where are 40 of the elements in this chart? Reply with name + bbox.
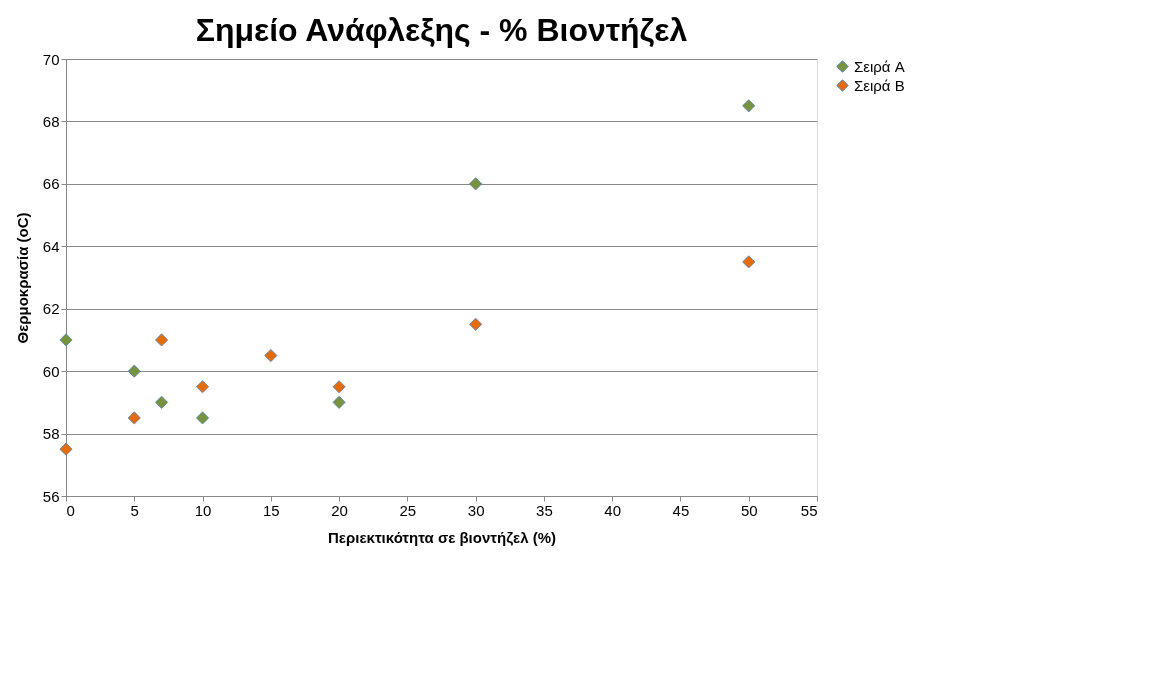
x-tick-label: 0: [66, 501, 75, 519]
y-tick-label: 58: [42, 425, 60, 443]
point: [127, 364, 141, 378]
point: [332, 395, 346, 409]
chart-title: Σημείο Ανάφλεξης - % Βιοντήζελ: [195, 12, 688, 48]
x-tick-label: 55: [800, 501, 818, 519]
x-tick-label: 50: [740, 501, 758, 519]
point: [196, 411, 210, 425]
x-tick-label: 10: [194, 501, 212, 519]
y-tick-label: 64: [42, 237, 60, 255]
x-tick-label: 35: [536, 501, 553, 519]
point: [742, 99, 756, 113]
x-tick-label: 20: [331, 501, 348, 519]
point: [155, 395, 169, 409]
point: [264, 349, 278, 363]
x-tick-label: 45: [672, 501, 690, 519]
y-tick-label: 66: [42, 175, 60, 193]
point: [469, 317, 483, 331]
y-tick-label: 70: [42, 50, 60, 68]
point: [742, 255, 756, 269]
point: [332, 380, 346, 394]
x-axis-title: Περιεκτικότητα σε βιοντήζελ (%): [328, 528, 556, 546]
y-tick-label: 60: [42, 362, 60, 380]
point: [196, 380, 210, 394]
x-tick-label: 40: [604, 501, 622, 519]
y-tick-label: 62: [42, 300, 60, 318]
point: [59, 442, 73, 456]
y-axis-title: Θερμοκρασία (oC): [13, 212, 31, 344]
legend-label: Σειρά B: [854, 76, 905, 94]
x-tick-label: 25: [399, 501, 417, 519]
point: [59, 333, 73, 347]
point: [127, 411, 141, 425]
point: [469, 177, 483, 191]
x-tick-label: 5: [130, 501, 139, 519]
x-tick-label: 30: [467, 501, 485, 519]
y-tick-label: 68: [42, 112, 60, 130]
legend-label: Σειρά A: [854, 57, 905, 75]
y-tick-label: 56: [42, 487, 60, 505]
point: [155, 333, 169, 347]
x-tick-label: 15: [262, 501, 280, 519]
